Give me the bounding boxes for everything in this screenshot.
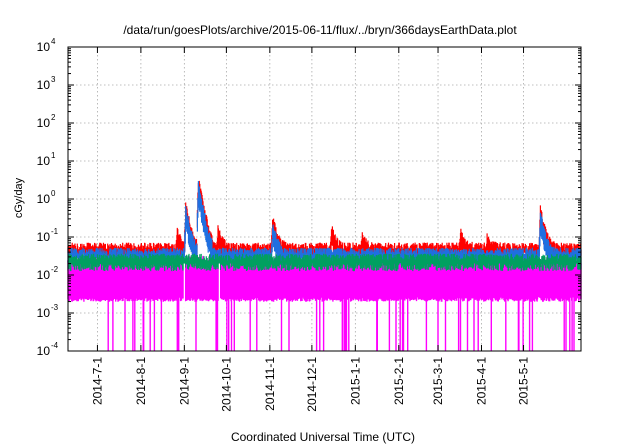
x-tick-label-group: 2014-11-1	[263, 357, 277, 411]
x-axis: 2014-7-1 2014-8-1 2014-9-1 2014-10-1 2014-11…	[90, 47, 531, 412]
series-line	[67, 181, 582, 266]
y-tick-label: 10	[37, 40, 51, 54]
y-tick-label: 10	[37, 268, 51, 282]
x-axis-label: Coordinated Universal Time (UTC)	[231, 430, 415, 444]
x-tick-label: 2014-8-1	[134, 357, 148, 405]
x-tick-label: 2015-1-1	[348, 357, 362, 405]
y-tick-exponent: 3	[51, 75, 56, 84]
x-tick-label: 2015-2-1	[392, 357, 406, 405]
y-tick-exponent: 1	[51, 151, 56, 160]
y-tick-exponent: -4	[51, 341, 59, 350]
x-tick-label: 2014-12-1	[305, 357, 319, 412]
series-1	[67, 181, 582, 266]
x-tick-label: 2014-10-1	[219, 357, 233, 412]
x-tick-label-group: 2015-2-1	[392, 357, 406, 405]
y-tick-exponent: -1	[51, 227, 59, 236]
x-tick-label: 2015-4-1	[474, 357, 488, 405]
y-tick-label: 10	[37, 116, 51, 130]
x-tick-label: 2015-3-1	[431, 357, 445, 405]
grid	[68, 47, 581, 351]
x-tick-label-group: 2015-1-1	[348, 357, 362, 405]
x-tick-label: 2014-7-1	[90, 357, 104, 405]
x-tick-label-group: 2015-5-1	[517, 357, 531, 405]
y-tick-label: 10	[37, 230, 51, 244]
y-tick-label: 10	[37, 154, 51, 168]
y-tick-exponent: 2	[51, 113, 56, 122]
x-tick-label-group: 2014-12-1	[305, 357, 319, 412]
x-tick-label: 2014-9-1	[177, 357, 191, 405]
x-tick-label: 2014-11-1	[263, 357, 277, 411]
y-tick-label: 10	[37, 192, 51, 206]
y-tick-exponent: 4	[51, 37, 56, 46]
series-layer	[67, 180, 582, 351]
x-tick-label-group: 2015-3-1	[431, 357, 445, 405]
x-tick-label-group: 2014-10-1	[219, 357, 233, 412]
y-tick-label: 10	[37, 306, 51, 320]
y-axis-label: cGy/day	[13, 177, 25, 218]
x-tick-label-group: 2014-9-1	[177, 357, 191, 405]
y-tick-label: 10	[37, 78, 51, 92]
x-tick-label-group: 2014-8-1	[134, 357, 148, 405]
x-tick-label-group: 2014-7-1	[90, 357, 104, 405]
y-tick-exponent: -2	[51, 265, 59, 274]
y-tick-exponent: -3	[51, 303, 59, 312]
y-tick-label: 10	[37, 344, 51, 358]
y-tick-exponent: 0	[51, 189, 56, 198]
chart-title: /data/run/goesPlots/archive/2015-06-11/f…	[123, 23, 517, 37]
x-tick-label: 2015-5-1	[517, 357, 531, 405]
x-tick-label-group: 2015-4-1	[474, 357, 488, 405]
